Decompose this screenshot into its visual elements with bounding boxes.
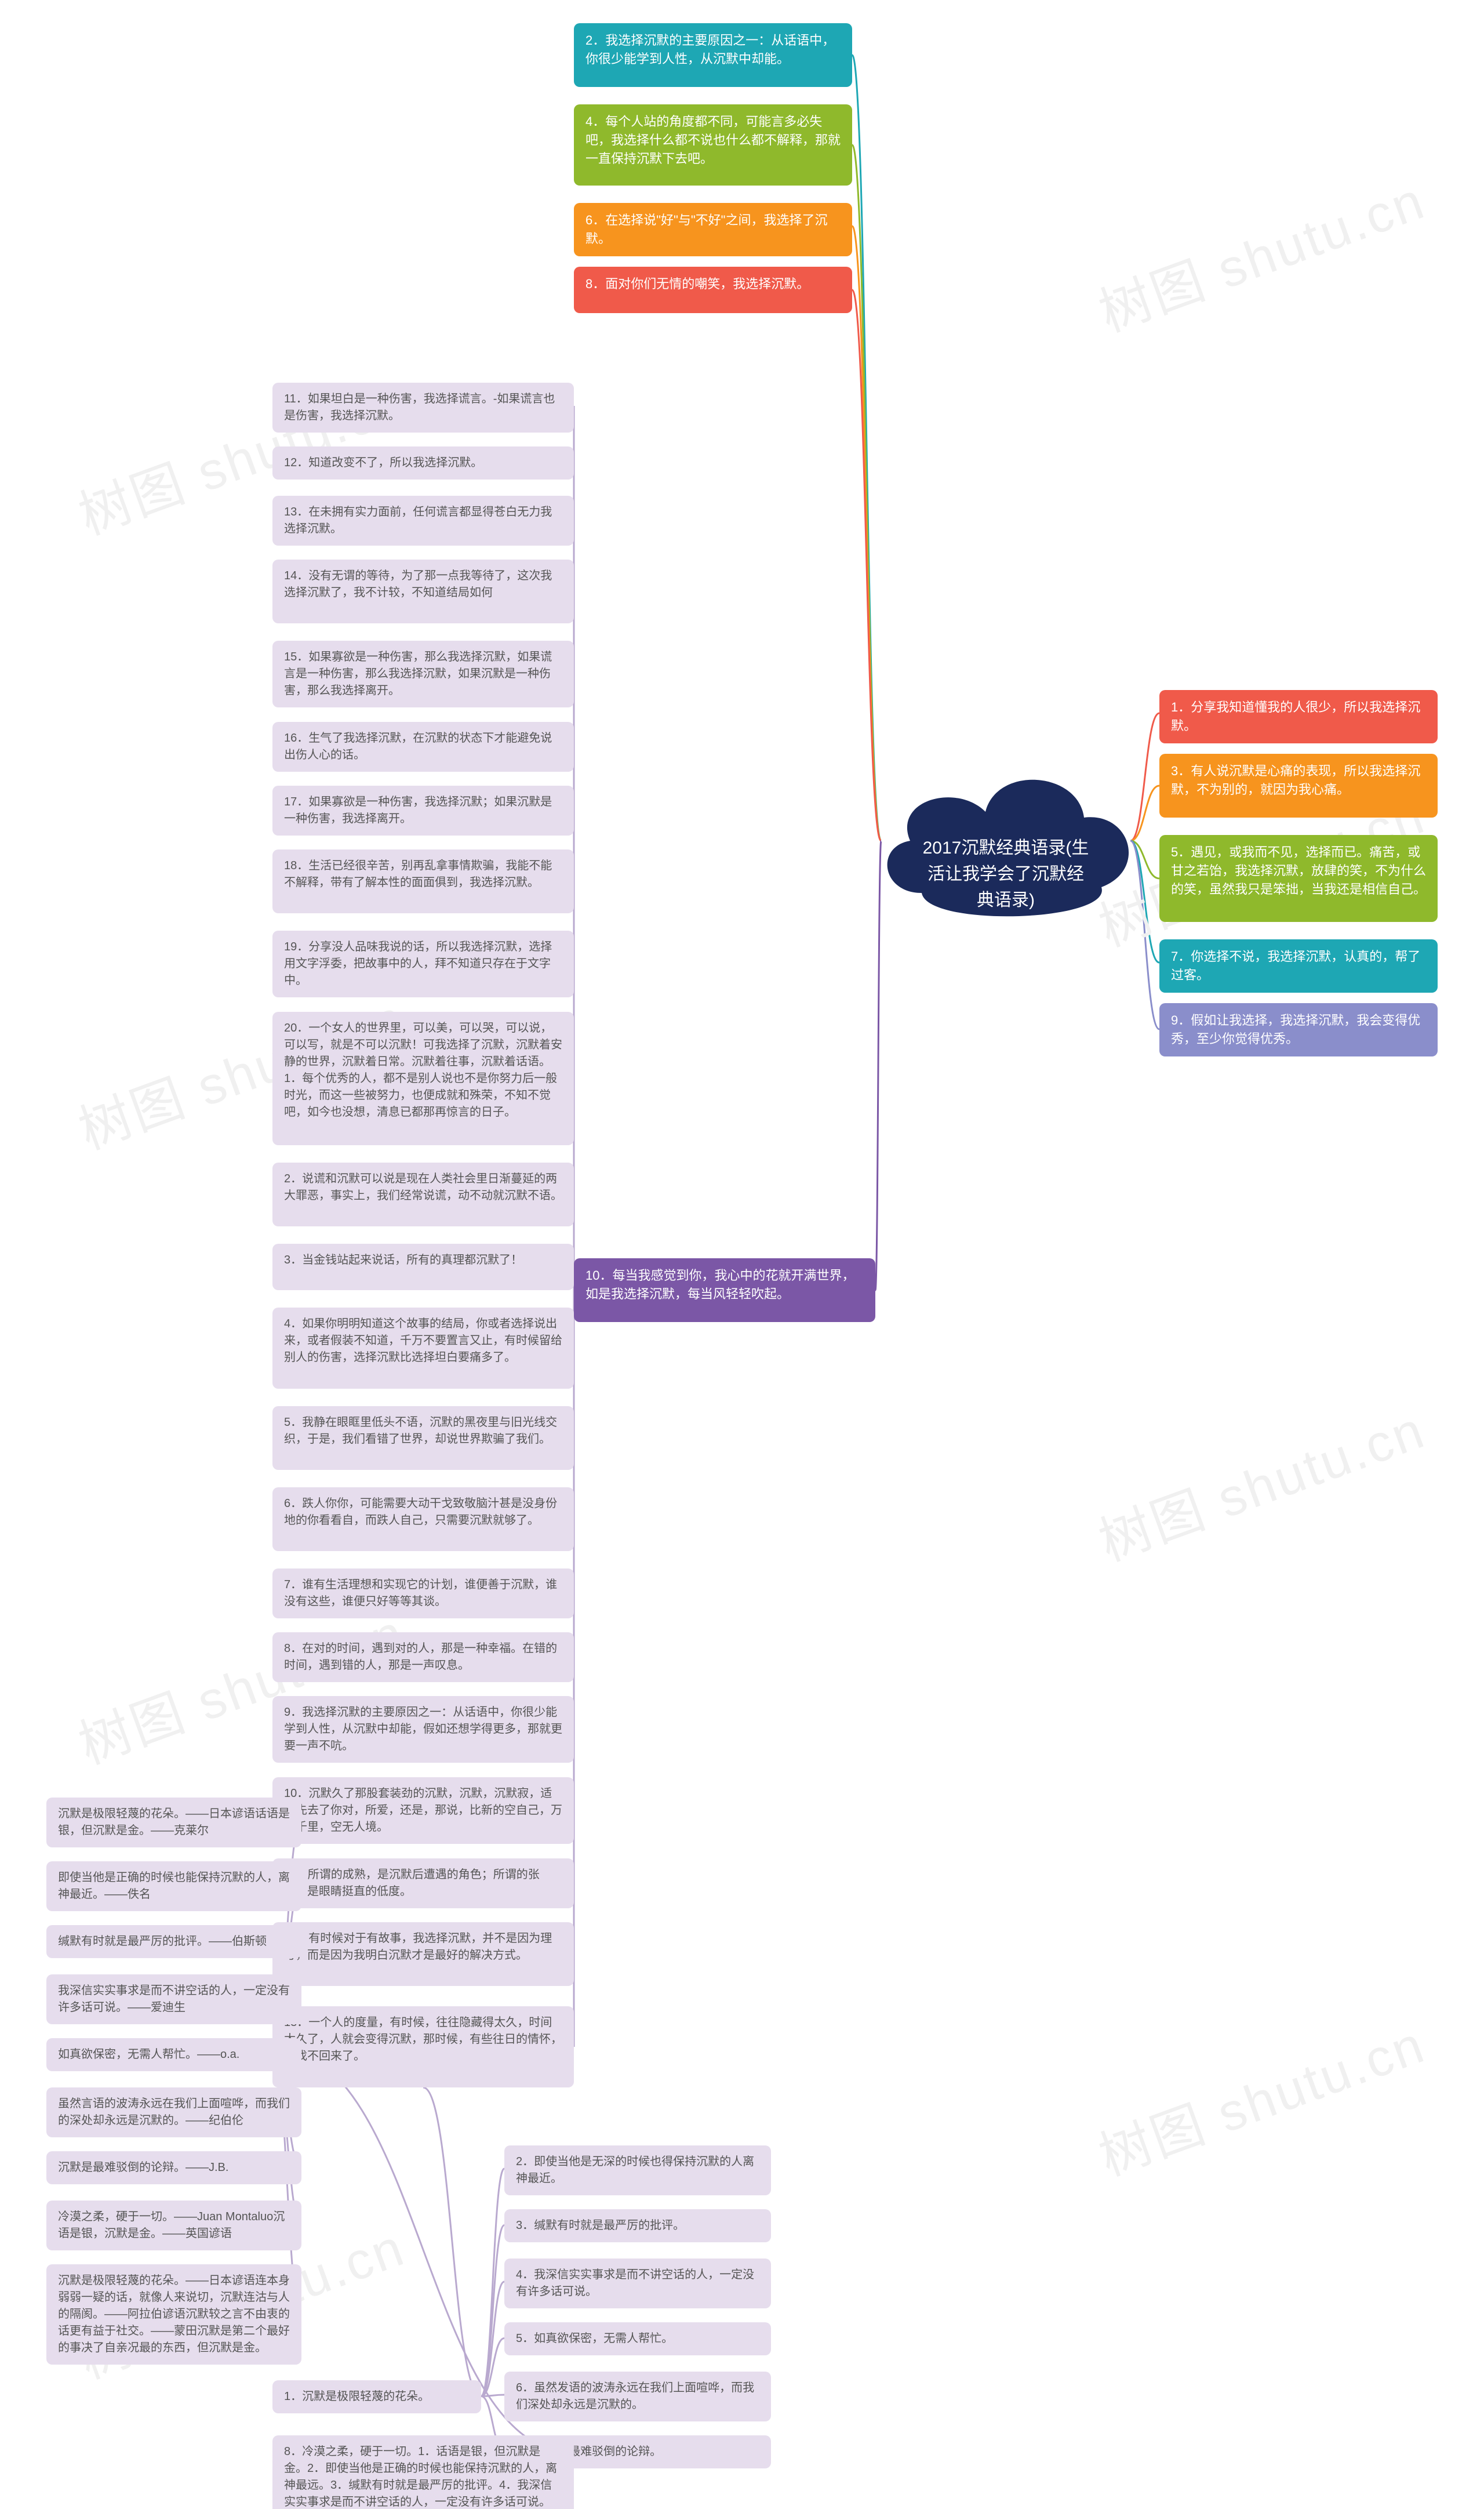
- purple-a-10: 2．说谎和沉默可以说是现在人类社会里日渐蔓延的两大罪恶，事实上，我们经常说谎，动…: [272, 1163, 574, 1226]
- leaf-5: 虽然言语的波涛永远在我们上面喧哗，而我们的深处却永远是沉默的。——纪伯伦: [46, 2087, 301, 2137]
- purple-a-9: 20．一个女人的世界里，可以美，可以哭，可以说，可以写，就是不可以沉默！可我选择…: [272, 1012, 574, 1145]
- final-node: 8．冷漠之柔，硬于一切。1．话语是银，但沉默是金。2．即使当他是正确的时候也能保…: [272, 2435, 574, 2509]
- leaf-0: 沉默是极限轻蔑的花朵。——日本谚语话语是银，但沉默是金。——克莱尔: [46, 1798, 301, 1847]
- purple-a-3: 14．没有无谓的等待，为了那一点我等待了，这次我选择沉默了，我不计较，不知道结局…: [272, 560, 574, 623]
- purple-a-5: 16．生气了我选择沉默，在沉默的状态下才能避免说出伤人心的话。: [272, 722, 574, 772]
- purple-a-6: 17．如果寡欲是一种伤害，我选择沉默；如果沉默是一种伤害，我选择离开。: [272, 786, 574, 836]
- watermark: 树图 shutu.cn: [1087, 158, 1434, 346]
- right-node-1: 3．有人说沉默是心痛的表现，所以我选择沉默，不为别的，就因为我心痛。: [1159, 754, 1438, 818]
- right-node-0: 1．分享我知道懂我的人很少，所以我选择沉默。: [1159, 690, 1438, 743]
- purple-a-20: 12．有时候对于有故事，我选择沉默，并不是因为理亏，而是因为我明白沉默才是最好的…: [272, 1922, 574, 1986]
- purple-a-12: 4．如果你明明知道这个故事的结局，你或者选择说出来，或者假装不知道，千万不要置言…: [272, 1308, 574, 1389]
- center-cloud: 2017沉默经典语录(生活让我学会了沉默经典语录): [870, 748, 1142, 934]
- purple-a-11: 3．当金钱站起来说话，所有的真理都沉默了！: [272, 1244, 574, 1290]
- purple-a-8: 19．分享没人品味我说的话，所以我选择沉默，选择用文字浮委，把故事中的人，拜不知…: [272, 931, 574, 997]
- right-node-3: 7．你选择不说，我选择沉默，认真的，帮了过客。: [1159, 939, 1438, 993]
- purple-b-1: 3．缄默有时就是最严厉的批评。: [504, 2209, 771, 2242]
- hub-13: 13．一个人的度量，有时候，往往隐藏得太久，时间太久了，人就会变得沉默，那时候，…: [272, 2006, 574, 2087]
- purple-a-14: 6．跌人你你，可能需要大动干戈致敬脑汁甚是没身份地的你看看自，而跌人自己，只需要…: [272, 1487, 574, 1551]
- purple-b-2: 4．我深信实实事求是而不讲空话的人，一定没有许多话可说。: [504, 2259, 771, 2308]
- hub-10: 10．每当我感觉到你，我心中的花就开满世界，如是我选择沉默，每当风轻轻吹起。: [574, 1258, 875, 1322]
- purple-b-3: 5．如真欲保密，无需人帮忙。: [504, 2322, 771, 2355]
- top-node-0: 2．我选择沉默的主要原因之一：从话语中，你很少能学到人性，从沉默中却能。: [574, 23, 852, 87]
- leaf-4: 如真欲保密，无需人帮忙。——o.a.: [46, 2038, 301, 2071]
- watermark: 树图 shutu.cn: [1087, 1388, 1434, 1575]
- purple-a-0: 11．如果坦白是一种伤害，我选择谎言。-如果谎言也是伤害，我选择沉默。: [272, 383, 574, 433]
- leaf-2: 缄默有时就是最严厉的批评。——伯斯顿: [46, 1925, 301, 1958]
- purple-b-4: 6．虽然发语的波涛永远在我们上面喧哗，而我们深处却永远是沉默的。: [504, 2372, 771, 2421]
- purple-a-2: 13．在未拥有实力面前，任何谎言都显得苍白无力我选择沉默。: [272, 496, 574, 546]
- right-node-2: 5．遇见，或我而不见，选择而已。痛苦，或甘之若饴，我选择沉默，放肆的笑，不为什么…: [1159, 835, 1438, 922]
- purple-a-18: 10．沉默久了那股套装劲的沉默，沉默，沉默寂，适于先去了你对，所爱，还是，那说，…: [272, 1777, 574, 1844]
- purple-a-15: 7．谁有生活理想和实现它的计划，谁便善于沉默，谁没有这些，谁便只好等等其谈。: [272, 1568, 574, 1618]
- leaf-6: 沉默是最难驳倒的论辩。——J.B.: [46, 2151, 301, 2184]
- purple-b-label: 1．沉默是极限轻蔑的花朵。: [272, 2380, 481, 2413]
- top-node-3: 8．面对你们无情的嘲笑，我选择沉默。: [574, 267, 852, 313]
- purple-a-19: 11．所谓的成熟，是沉默后遭遇的角色；所谓的张狂，是眼睛挺直的低度。: [272, 1858, 574, 1908]
- purple-b-0: 2．即使当他是无深的时候也得保持沉默的人离神最近。: [504, 2145, 771, 2195]
- leaf-8: 沉默是极限轻蔑的花朵。——日本谚语连本身弱弱一疑的话，就像人来说切，沉默连沽与人…: [46, 2264, 301, 2365]
- leaf-1: 即使当他是正确的时候也能保持沉默的人，离神最近。——佚名: [46, 1861, 301, 1911]
- top-node-1: 4．每个人站的角度都不同，可能言多必失吧，我选择什么都不说也什么都不解释，那就一…: [574, 104, 852, 186]
- leaf-3: 我深信实实事求是而不讲空话的人，一定没有许多话可说。——爱迪生: [46, 1974, 301, 2024]
- watermark: 树图 shutu.cn: [1087, 2002, 1434, 2190]
- purple-a-13: 5．我静在眼眶里低头不语，沉默的黑夜里与旧光线交织，于是，我们看错了世界，却说世…: [272, 1406, 574, 1470]
- top-node-2: 6．在选择说"好"与"不好"之间，我选择了沉默。: [574, 203, 852, 256]
- purple-a-1: 12．知道改变不了，所以我选择沉默。: [272, 446, 574, 480]
- right-node-4: 9．假如让我选择，我选择沉默，我会变得优秀，至少你觉得优秀。: [1159, 1003, 1438, 1056]
- center-title: 2017沉默经典语录(生活让我学会了沉默经典语录): [922, 835, 1090, 913]
- leaf-7: 冷漠之柔，硬于一切。——Juan Montaluo沉语是银，沉默是金。——英国谚…: [46, 2201, 301, 2250]
- purple-a-17: 9．我选择沉默的主要原因之一：从话语中，你很少能学到人性，从沉默中却能，假如还想…: [272, 1696, 574, 1763]
- purple-a-16: 8．在对的时间，遇到对的人，那是一种幸福。在错的时间，遇到错的人，那是一声叹息。: [272, 1632, 574, 1682]
- purple-a-7: 18．生活已经很辛苦，别再乱拿事情欺骗，我能不能不解释，带有了解本性的面面俱到，…: [272, 849, 574, 913]
- purple-a-4: 15．如果寡欲是一种伤害，那么我选择沉默，如果谎言是一种伤害，那么我选择沉默，如…: [272, 641, 574, 707]
